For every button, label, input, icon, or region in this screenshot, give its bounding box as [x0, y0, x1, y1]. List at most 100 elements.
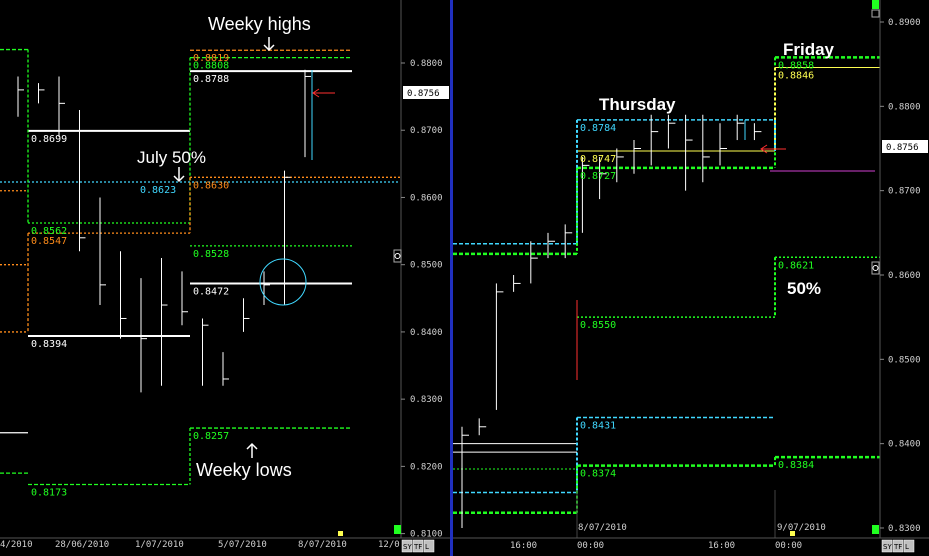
toolbar-button-label: TF	[413, 543, 422, 551]
level-label: 0.8699	[31, 134, 67, 145]
annotation-july-50: July 50%	[137, 148, 206, 167]
y-tick-label: 0.8700	[410, 126, 443, 136]
date-label-1: 8/07/2010	[578, 523, 627, 533]
level-label: 0.8173	[31, 488, 67, 499]
left-current-price-box	[403, 86, 449, 99]
y-tick-label: 0.8300	[888, 524, 921, 534]
right-price-axis[interactable]: 0.8300 0.8400 0.8500 0.8600 0.8700 0.8800 0.89…	[871, 0, 928, 538]
right-green-marker	[872, 525, 879, 534]
toolbar-button-label: L	[905, 543, 909, 551]
annotation-friday: Friday	[783, 40, 835, 59]
toolbar-button-l[interactable]	[903, 539, 915, 553]
y-tick-label: 0.8800	[888, 102, 921, 112]
toolbar-button-label: TF	[893, 543, 902, 551]
down-arrow-icon	[263, 37, 275, 52]
toolbar-button-sy[interactable]	[881, 539, 893, 553]
level-label: 0.8623	[140, 185, 176, 196]
level-label: 0.8528	[193, 249, 229, 260]
x-tick-label: 8/07/2010	[298, 540, 347, 550]
y-tick-label: 0.8400	[410, 328, 443, 338]
down-arrow-icon	[173, 167, 185, 183]
right-toolbar: SY TF L	[881, 539, 915, 553]
right-yellow-marker	[790, 531, 795, 536]
x-tick-label: 28/06/2010	[55, 540, 109, 550]
left-level-lines	[0, 48, 400, 486]
right-scroll-icon[interactable]	[871, 261, 880, 275]
right-level-lines	[453, 56, 880, 515]
level-label: 0.8562	[31, 226, 67, 237]
right-current-price: 0.8756	[886, 143, 919, 153]
level-label: 0.8472	[193, 287, 229, 298]
left-toolbar: SY TF L	[401, 539, 435, 553]
left-price-axis[interactable]: 0.8100 0.8200 0.8300 0.8400 0.8500 0.8600 0.87…	[393, 0, 449, 540]
level-label: 0.8394	[31, 339, 67, 350]
highlight-circle	[259, 258, 307, 306]
level-label: 0.8630	[193, 180, 229, 191]
y-tick-label: 0.8500	[410, 261, 443, 271]
annotation-weekly-lows: Weeky lows	[196, 460, 292, 480]
x-tick-label: 5/07/2010	[218, 540, 267, 550]
toolbar-button-label: L	[425, 543, 429, 551]
level-label: 0.8384	[778, 460, 814, 471]
toolbar-button-tf[interactable]	[892, 539, 904, 553]
y-tick-label: 0.8100	[410, 530, 443, 540]
right-time-axis: 16:00 00:00 16:00 00:00	[453, 531, 929, 551]
panel-separator	[450, 0, 453, 556]
x-tick-label: 1/07/2010	[135, 540, 184, 550]
y-tick-label: 0.8600	[888, 271, 921, 281]
y-tick-label: 0.8300	[410, 395, 443, 405]
toolbar-button-sy[interactable]	[401, 539, 413, 553]
level-label: 0.8747	[580, 154, 616, 165]
left-current-price: 0.8756	[407, 89, 440, 99]
left-price-bars	[17, 69, 311, 393]
x-tick-label: 16:00	[510, 541, 537, 551]
annotation-50: 50%	[787, 279, 821, 298]
y-tick-label: 0.8400	[888, 440, 921, 450]
level-label: 0.8808	[193, 61, 229, 72]
level-label: 0.8727	[580, 171, 616, 182]
right-price-bars	[461, 114, 762, 528]
annotation-thursday: Thursday	[599, 95, 676, 114]
left-yellow-marker	[338, 531, 343, 536]
toolbar-button-tf[interactable]	[412, 539, 424, 553]
right-scroll-button[interactable]	[871, 9, 880, 18]
toolbar-button-l[interactable]	[423, 539, 435, 553]
left-scroll-icon[interactable]	[393, 249, 402, 263]
level-label: 0.8788	[193, 74, 229, 85]
y-tick-label: 0.8900	[888, 18, 921, 28]
left-time-axis: 4/2010 28/06/2010 1/07/2010 5/07/2010 8/07/2…	[0, 531, 450, 550]
date-label-2: 9/07/2010	[777, 523, 826, 533]
level-label: 0.8547	[31, 236, 67, 247]
level-label: 0.8257	[193, 431, 229, 442]
toolbar-button-label: SY	[403, 543, 412, 551]
level-label: 0.8621	[778, 260, 814, 271]
y-tick-label: 0.8500	[888, 355, 921, 365]
level-label: 0.8374	[580, 469, 616, 480]
y-tick-label: 0.8700	[888, 187, 921, 197]
level-label: 0.8846	[778, 71, 814, 82]
y-tick-label: 0.8600	[410, 193, 443, 203]
red-arrow-icon	[312, 88, 335, 98]
x-tick-label: 00:00	[577, 541, 604, 551]
level-label: 0.8784	[580, 123, 616, 134]
y-tick-label: 0.8800	[410, 59, 443, 69]
x-tick-label: 12/0	[378, 540, 400, 550]
level-label: 0.8550	[580, 320, 616, 331]
left-green-marker	[394, 525, 401, 534]
right-green-marker-top	[872, 0, 879, 9]
x-tick-label: 16:00	[708, 541, 735, 551]
level-label: 0.8819	[193, 53, 229, 64]
up-arrow-icon	[246, 442, 258, 458]
x-tick-label: 00:00	[775, 541, 802, 551]
level-label: 0.8858	[778, 60, 814, 71]
level-label: 0.8431	[580, 421, 616, 432]
right-current-price-box	[882, 140, 928, 153]
y-tick-label: 0.8200	[410, 462, 443, 472]
red-arrow-icon	[760, 144, 786, 154]
